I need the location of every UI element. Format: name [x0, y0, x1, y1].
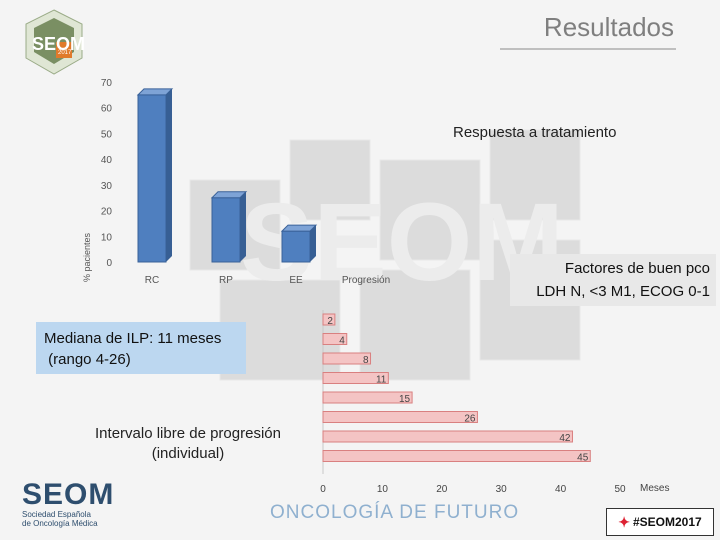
x-tick-label: 40	[555, 484, 567, 495]
y-tick-label: 40	[101, 155, 113, 166]
pfs-bar	[322, 391, 413, 404]
hashtag-badge: ✦ #SEOM2017	[606, 508, 714, 536]
pfs-bar-label: 45	[577, 453, 589, 464]
hashtag-text: #SEOM2017	[633, 515, 702, 529]
seom-footer-logo: SEOM Sociedad Española de Oncología Médi…	[22, 478, 115, 529]
pfs-bar	[322, 430, 573, 443]
x-category-label: RC	[145, 275, 159, 286]
pfs-bar	[322, 450, 591, 462]
response-bar-side	[166, 88, 172, 262]
slide-title: Resultados	[543, 12, 674, 42]
pfs-bar-label: 15	[399, 394, 411, 405]
logo-year: 2017	[58, 50, 72, 56]
median-line-1: Mediana de ILP: 11 meses	[44, 330, 222, 347]
logo-text: SEOM	[32, 34, 85, 54]
pfs-bar-label: 8	[363, 355, 369, 366]
pfs-bar-label: 26	[464, 414, 476, 425]
factors-line-1: Factores de buen pco	[564, 260, 710, 277]
pfs-bar-label: 2	[327, 316, 333, 327]
pfs-bar-label: 42	[559, 433, 571, 444]
x-category-label: EE	[289, 275, 303, 286]
response-bar-side	[310, 225, 316, 262]
footer-tagline: ONCOLOGÍA DE FUTURO	[270, 502, 520, 523]
response-bar-side	[240, 191, 246, 262]
footer-org-line-1: Sociedad Española	[22, 510, 91, 519]
twitter-bird-icon: ✦	[618, 513, 630, 530]
pfs-bar	[322, 352, 372, 365]
footer-org-name: SEOM	[22, 478, 115, 511]
y-tick-label: 70	[101, 78, 113, 89]
prognostic-factors-box: Factores de buen pco LDH N, <3 M1, ECOG …	[510, 254, 716, 306]
y-tick-label: 50	[101, 129, 113, 140]
footer-org-line-2: de Oncología Médica	[22, 519, 98, 528]
pfs-bar-label: 11	[376, 375, 387, 386]
y-tick-label: 0	[106, 258, 112, 269]
x-axis-unit: Meses	[640, 483, 670, 494]
pfs-bar	[322, 372, 389, 384]
y-tick-label: 60	[101, 104, 113, 115]
x-tick-label: 10	[377, 484, 389, 495]
y-tick-label: 10	[101, 232, 113, 243]
x-tick-label: 50	[614, 484, 626, 495]
x-category-label: Progresión	[342, 275, 390, 286]
x-tick-label: 0	[320, 484, 326, 495]
x-tick-label: 30	[496, 484, 508, 495]
response-bar	[137, 94, 167, 263]
pfs-bar	[322, 411, 478, 423]
pfs-bar	[322, 313, 336, 326]
pfs-chart-label: Intervalo libre de progresión (individua…	[95, 425, 281, 462]
x-category-label: RP	[219, 275, 233, 286]
response-chart-title: Respuesta a tratamiento	[453, 124, 617, 141]
y-tick-label: 30	[101, 181, 113, 192]
pfs-bar	[322, 333, 348, 345]
factors-line-2: LDH N, <3 M1, ECOG 0-1	[536, 283, 710, 300]
pfs-bar-label: 4	[339, 336, 345, 347]
x-tick-label: 20	[436, 484, 448, 495]
y-tick-label: 20	[101, 207, 113, 218]
median-pfs-callout: Mediana de ILP: 11 meses (rango 4-26)	[36, 322, 246, 374]
seom-2017-logo: SEOM 2017	[20, 6, 88, 78]
median-line-2: (rango 4-26)	[44, 351, 131, 368]
title-divider	[500, 48, 676, 50]
seom-watermark-background: SEOM	[189, 129, 581, 381]
